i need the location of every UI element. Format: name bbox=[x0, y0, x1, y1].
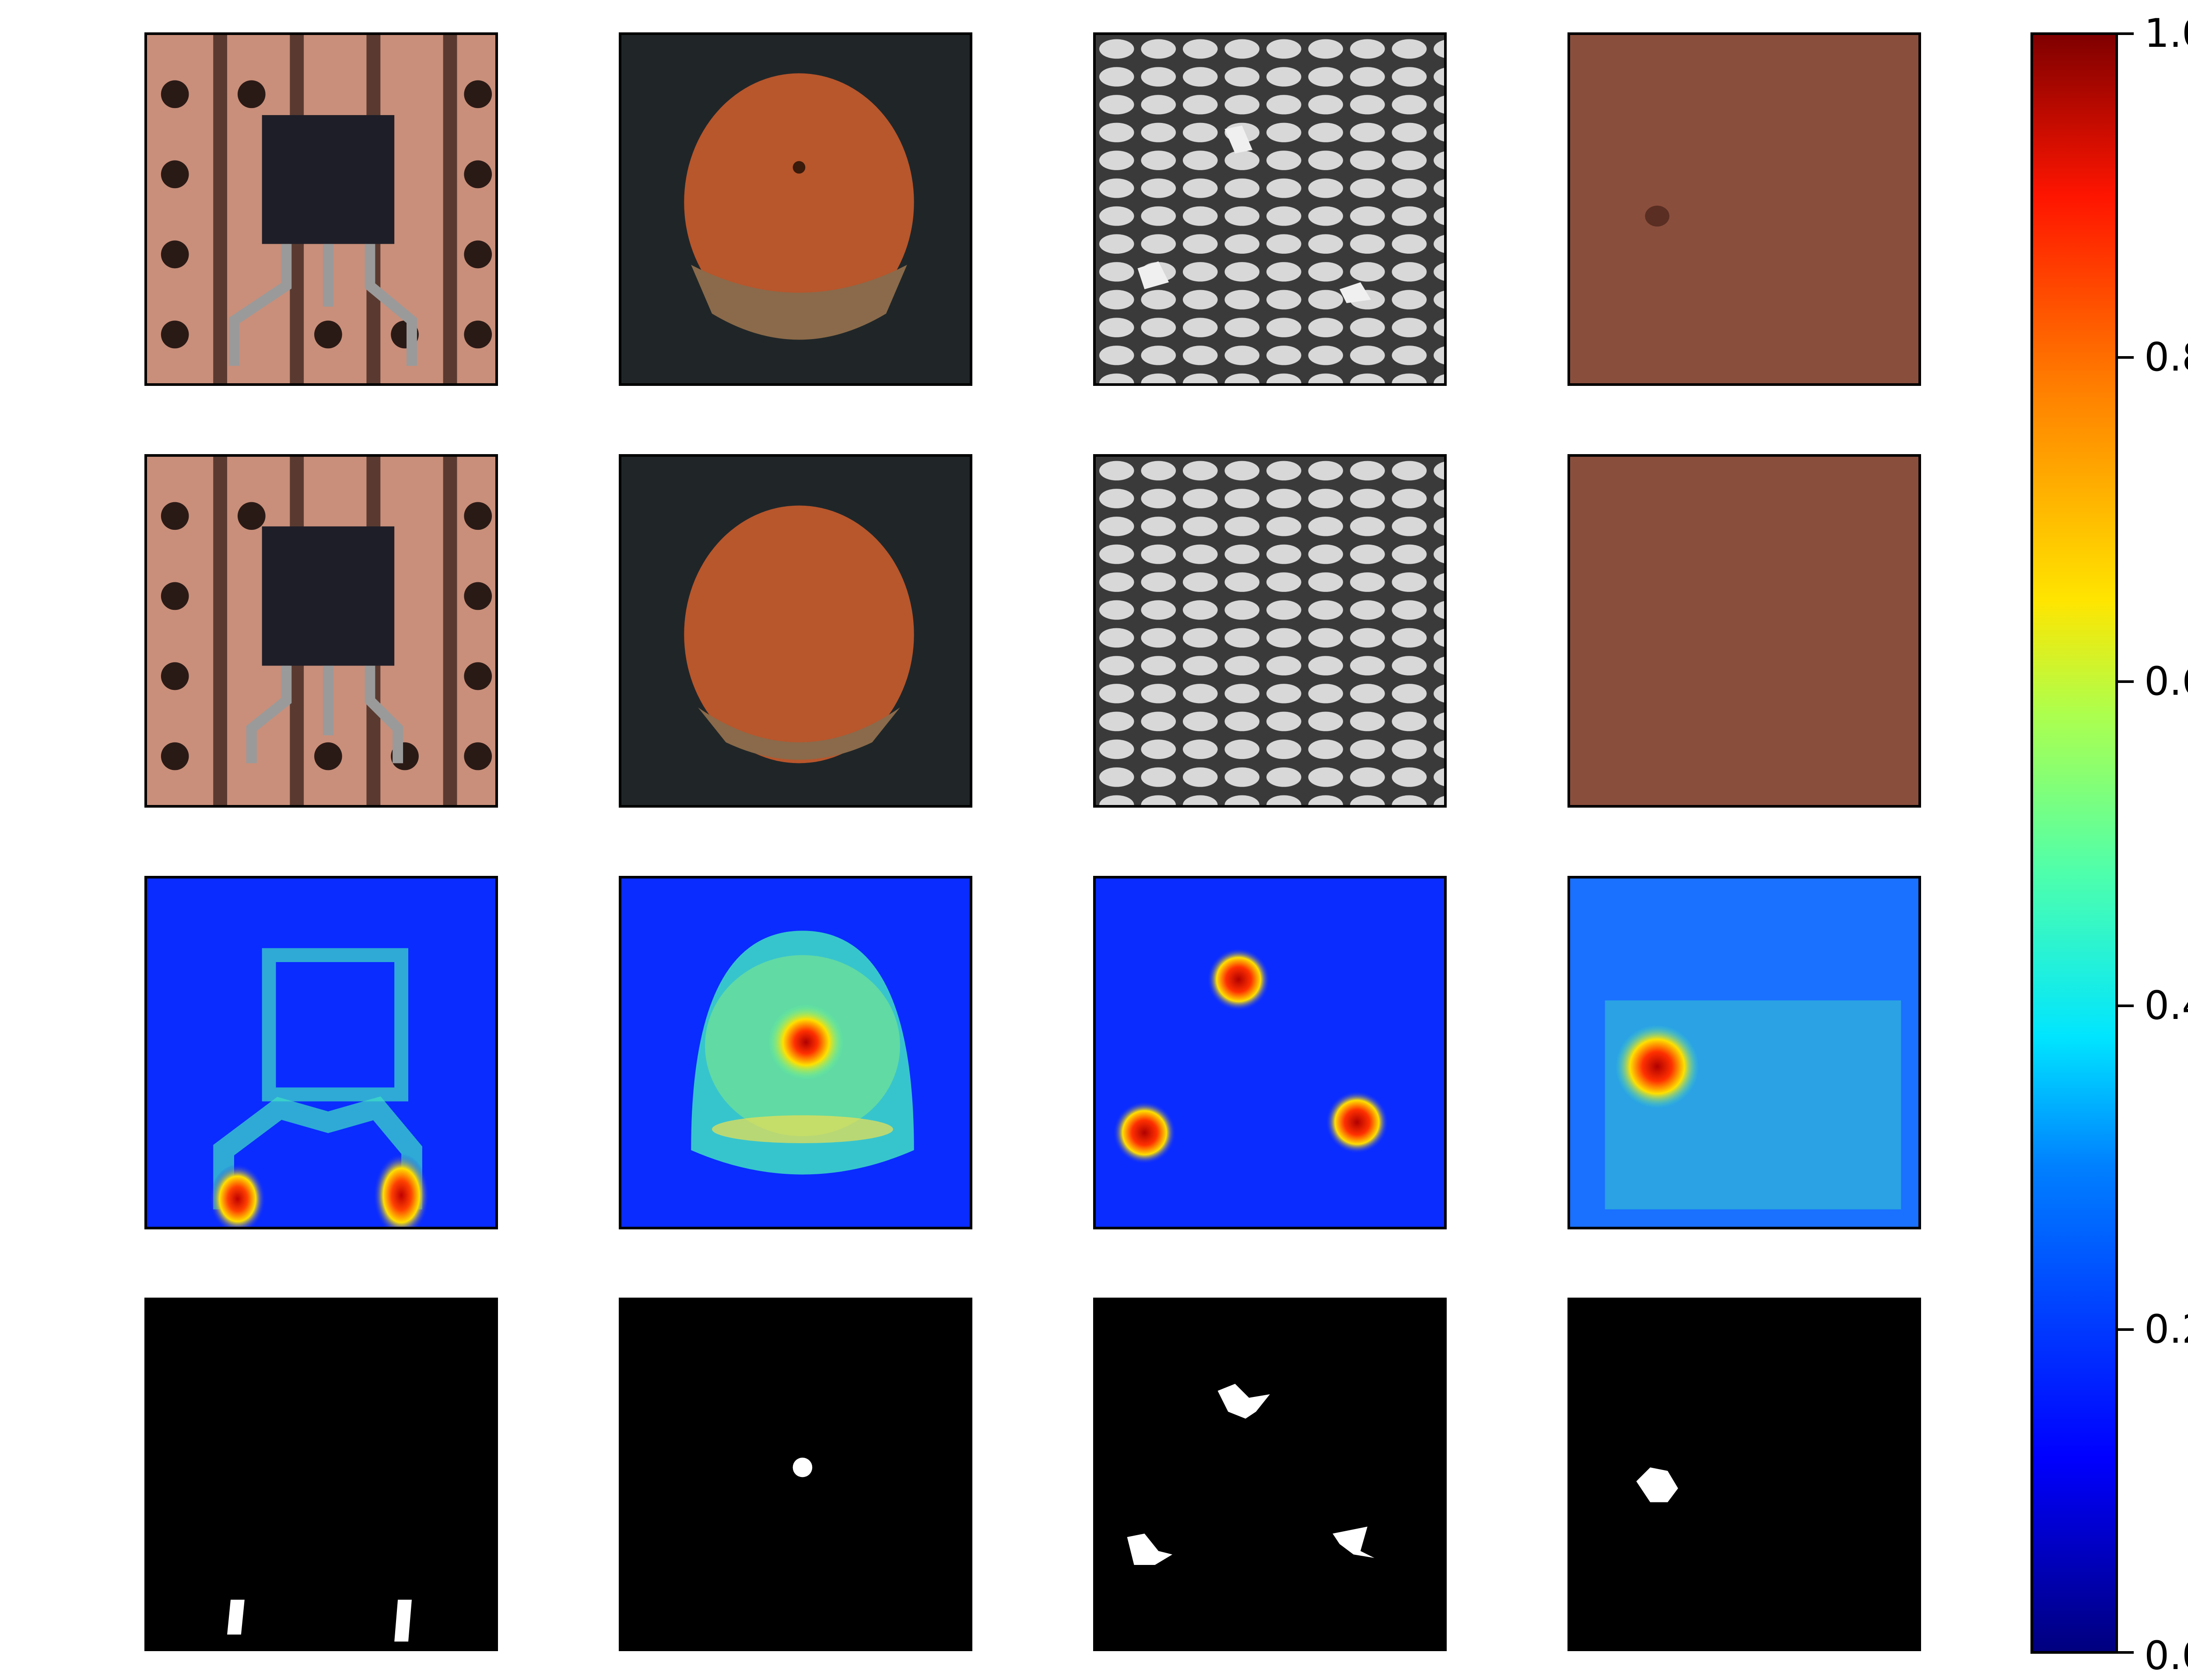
mask-transistor bbox=[144, 1298, 498, 1651]
heatmap-metal-mesh bbox=[1093, 876, 1447, 1229]
anomaly-image-hazelnut bbox=[619, 32, 972, 386]
colorbar bbox=[2030, 32, 2118, 1654]
colorbar-tick-label: 0.8 bbox=[2144, 334, 2188, 380]
colorbar-tick bbox=[2118, 1328, 2134, 1331]
heatmap-transistor bbox=[144, 876, 498, 1229]
mask-leather bbox=[1567, 1298, 1921, 1651]
heatmap-leather bbox=[1567, 876, 1921, 1229]
colorbar-tick bbox=[2118, 32, 2134, 35]
normal-image-hazelnut bbox=[619, 454, 972, 808]
colorbar-tick-label: 0.2 bbox=[2144, 1306, 2188, 1352]
anomaly-image-transistor bbox=[144, 32, 498, 386]
normal-image-leather bbox=[1567, 454, 1921, 808]
heatmap-hazelnut bbox=[619, 876, 972, 1229]
mask-metal-mesh bbox=[1093, 1298, 1447, 1651]
colorbar-tick-label: 0.0 bbox=[2144, 1633, 2188, 1679]
colorbar-tick bbox=[2118, 680, 2134, 683]
normal-image-metal-mesh bbox=[1093, 454, 1447, 808]
colorbar-tick-label: 0.4 bbox=[2144, 983, 2188, 1029]
colorbar-tick-label: 0.6 bbox=[2144, 658, 2188, 704]
colorbar-tick bbox=[2118, 1004, 2134, 1007]
normal-image-transistor bbox=[144, 454, 498, 808]
colorbar-tick-label: 1.0 bbox=[2144, 10, 2188, 56]
anomaly-image-leather bbox=[1567, 32, 1921, 386]
colorbar-tick bbox=[2118, 1651, 2134, 1654]
anomaly-image-metal-mesh bbox=[1093, 32, 1447, 386]
mask-hazelnut bbox=[619, 1298, 972, 1651]
colorbar-tick bbox=[2118, 356, 2134, 359]
